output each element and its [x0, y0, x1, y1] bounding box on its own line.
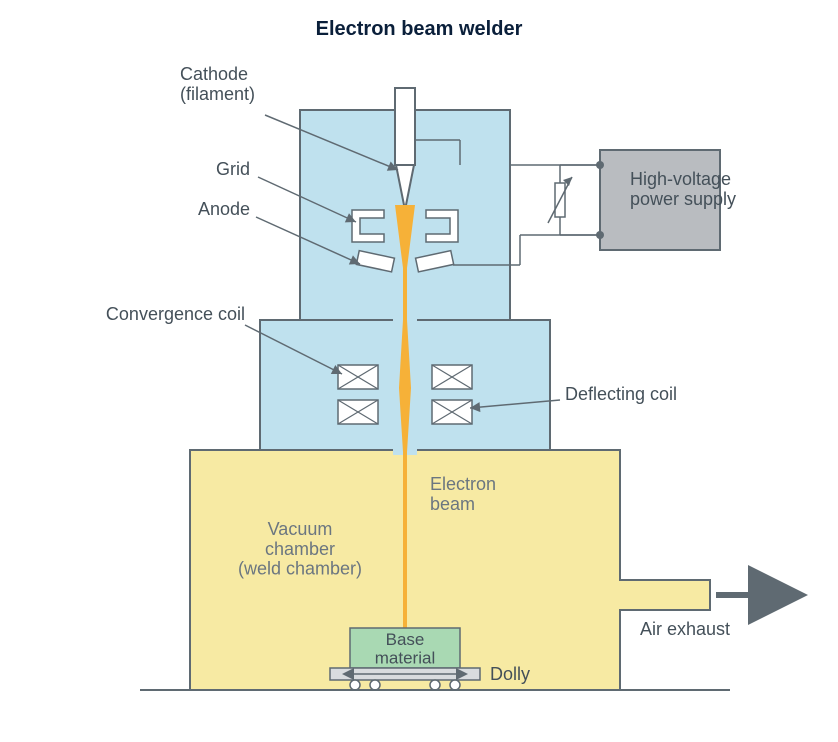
diagram-title: Electron beam welder	[0, 18, 838, 41]
label-power-supply: High-voltagepower supply	[630, 169, 736, 209]
dolly-wheel-1	[350, 680, 360, 690]
label-dolly: Dolly	[490, 664, 530, 684]
label-air-exhaust: Air exhaust	[640, 619, 730, 639]
label-deflecting: Deflecting coil	[565, 384, 677, 404]
dolly-wheel-3	[430, 680, 440, 690]
label-grid: Grid	[216, 159, 250, 179]
label-convergence: Convergence coil	[106, 304, 245, 324]
cathode-stem	[395, 88, 415, 165]
label-cathode: Cathode(filament)	[180, 64, 255, 104]
label-anode: Anode	[198, 199, 250, 219]
diagram-svg: Cathode(filament) Grid Anode Convergence co…	[0, 0, 838, 742]
dolly-wheel-2	[370, 680, 380, 690]
dolly-wheel-4	[450, 680, 460, 690]
